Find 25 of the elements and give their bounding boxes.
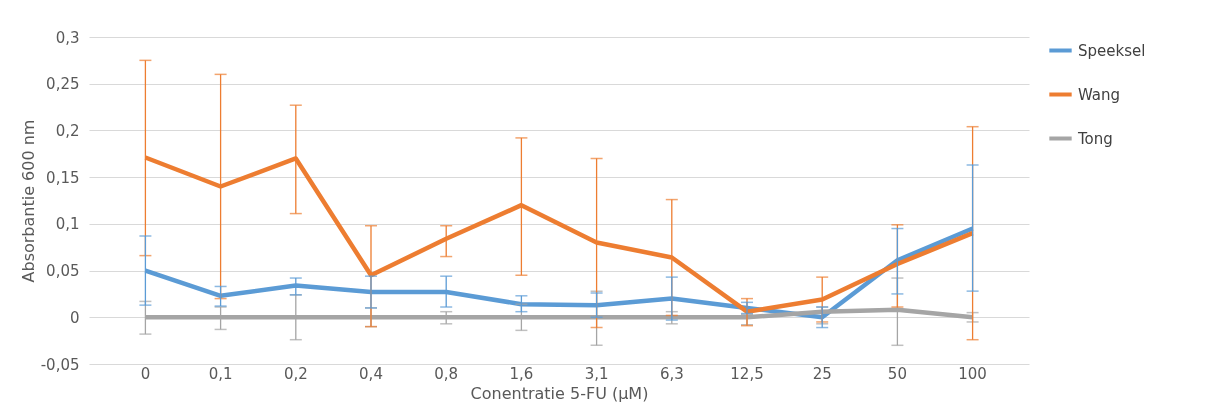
legend-label: Tong — [1077, 129, 1113, 148]
y-tick-label: 0,3 — [55, 28, 80, 47]
legend-label: Speeksel — [1078, 41, 1146, 60]
y-tick-label: 0,2 — [55, 121, 80, 140]
x-tick-label: 0 — [140, 364, 151, 383]
y-tick-label: 0,1 — [55, 215, 80, 234]
x-tick-label: 0,4 — [359, 364, 383, 383]
x-tick-label: 25 — [812, 364, 832, 383]
y-tick-label: 0 — [69, 308, 80, 327]
legend-label: Wang — [1078, 85, 1121, 104]
y-tick-label: 0,05 — [46, 262, 80, 281]
x-tick-label: 0,2 — [283, 364, 308, 383]
y-tick-label: 0,15 — [46, 168, 80, 187]
x-tick-label: 50 — [887, 364, 907, 383]
y-tick-label: -0,05 — [40, 355, 80, 374]
x-tick-label: 0,8 — [434, 364, 459, 383]
x-tick-label: 3,1 — [584, 364, 609, 383]
y-axis-title: Absorbantie 600 nm — [18, 119, 38, 283]
x-axis-title: Conentratie 5-FU (µM) — [470, 383, 649, 403]
x-tick-label: 1,6 — [509, 364, 534, 383]
x-tick-label: 100 — [958, 364, 987, 383]
x-tick-label: 6,3 — [659, 364, 684, 383]
y-tick-label: 0,25 — [46, 75, 80, 94]
x-tick-label: 0,1 — [208, 364, 233, 383]
x-tick-label: 12,5 — [730, 364, 764, 383]
